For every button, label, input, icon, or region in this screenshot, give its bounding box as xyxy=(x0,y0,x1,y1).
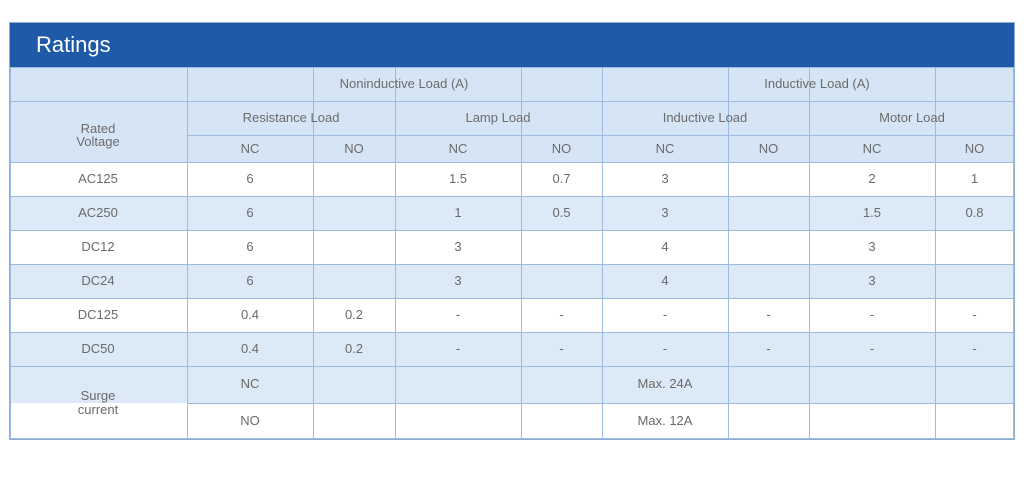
value-cell: 1.5 xyxy=(448,171,468,186)
value-cell: 1.5 xyxy=(862,205,882,220)
row-band xyxy=(10,332,1014,403)
header-band xyxy=(10,67,1014,162)
value-cell: 0.2 xyxy=(344,307,364,322)
surge-current-label: Surge xyxy=(80,388,116,403)
voltage-cell: AC250 xyxy=(78,205,118,220)
grid-vline xyxy=(313,67,314,439)
value-cell: 4 xyxy=(661,239,669,254)
grid-hline xyxy=(10,332,1014,333)
row-band xyxy=(10,264,1014,298)
value-cell: 3 xyxy=(454,273,462,288)
header-motor-load: Motor Load xyxy=(879,110,945,125)
value-cell: 0.7 xyxy=(552,171,571,186)
header-contact-no: NO xyxy=(344,141,364,156)
header-contact-nc: NC xyxy=(448,141,468,156)
surge-no-value: Max. 12A xyxy=(637,413,693,428)
voltage-cell: DC24 xyxy=(81,273,115,288)
grid-hline xyxy=(10,162,1014,163)
grid-hline xyxy=(10,264,1014,265)
row-band xyxy=(10,298,1014,332)
value-cell: 1 xyxy=(970,171,979,186)
grid-vline xyxy=(602,67,603,439)
value-cell: - xyxy=(662,307,668,322)
value-cell: 4 xyxy=(661,273,669,288)
value-cell: 6 xyxy=(246,205,254,220)
grid-vline xyxy=(187,67,188,439)
surge-no-label: NO xyxy=(240,413,260,428)
value-cell: 0.2 xyxy=(344,341,364,356)
value-cell: 2 xyxy=(868,171,876,186)
value-cell: - xyxy=(869,341,875,356)
value-cell: - xyxy=(559,341,564,356)
ratings-panel: Ratings Noninductive Load (A) Inductive L… xyxy=(9,22,1015,440)
value-cell: - xyxy=(766,341,771,356)
voltage-cell: DC125 xyxy=(77,307,119,322)
grid-vline xyxy=(395,67,396,439)
value-cell: 0.5 xyxy=(552,205,571,220)
surge-current-label: current xyxy=(77,402,119,417)
value-cell: 1 xyxy=(454,205,462,220)
value-cell: 6 xyxy=(246,273,254,288)
header-contact-no: NO xyxy=(964,141,985,156)
header-contact-nc: NC xyxy=(655,141,675,156)
row-band xyxy=(10,230,1014,264)
value-cell: - xyxy=(869,307,875,322)
panel-title: Ratings xyxy=(10,23,1014,67)
header-contact-no: NO xyxy=(551,141,572,156)
voltage-cell: AC125 xyxy=(78,171,118,186)
value-cell: 0.4 xyxy=(240,341,260,356)
grid-hline xyxy=(187,135,1014,136)
grid-hline xyxy=(10,298,1014,299)
header-inductive-load-sub: Inductive Load xyxy=(662,110,748,125)
value-cell: - xyxy=(455,341,461,356)
header-contact-no: NO xyxy=(758,141,779,156)
row-band xyxy=(10,403,1014,439)
grid-vline xyxy=(1013,67,1014,439)
surge-nc-label: NC xyxy=(240,376,260,391)
header-contact-nc: NC xyxy=(240,141,260,156)
header-rated-voltage: Voltage xyxy=(76,134,120,149)
value-cell: 0.8 xyxy=(965,205,984,220)
grid-vline xyxy=(728,67,729,439)
value-cell: 3 xyxy=(454,239,462,254)
value-cell: - xyxy=(766,307,771,322)
grid-vline xyxy=(10,67,11,439)
header-inductive-load: Inductive Load (A) xyxy=(764,76,870,91)
value-cell: - xyxy=(559,307,564,322)
value-cell: - xyxy=(455,307,461,322)
grid-hline xyxy=(10,67,1014,68)
header-contact-nc: NC xyxy=(862,141,882,156)
header-lamp-load: Lamp Load xyxy=(465,110,531,125)
grid-vline xyxy=(521,67,522,439)
value-cell: - xyxy=(972,307,977,322)
grid-hline xyxy=(10,366,1014,367)
grid-vline xyxy=(809,67,810,439)
value-cell: 6 xyxy=(246,171,254,186)
header-rated-voltage: Rated xyxy=(80,121,116,136)
value-cell: 6 xyxy=(246,239,254,254)
header-resistance-load: Resistance Load xyxy=(242,110,340,125)
grid-hline xyxy=(10,101,1014,102)
grid-hline xyxy=(10,438,1014,439)
value-cell: 3 xyxy=(868,273,876,288)
value-cell: 3 xyxy=(661,205,669,220)
value-cell: - xyxy=(972,341,977,356)
value-cell: 3 xyxy=(661,171,669,186)
voltage-cell: DC12 xyxy=(81,239,115,254)
voltage-cell: DC50 xyxy=(81,341,115,356)
grid-vline xyxy=(935,67,936,439)
grid-hline xyxy=(187,403,1014,404)
header-noninductive-load: Noninductive Load (A) xyxy=(339,76,469,91)
ratings-table: Noninductive Load (A) Inductive Load (A) R… xyxy=(10,67,1014,439)
value-cell: 0.4 xyxy=(240,307,260,322)
grid-hline xyxy=(10,196,1014,197)
row-band xyxy=(10,196,1014,230)
value-cell: 3 xyxy=(868,239,876,254)
row-band xyxy=(10,162,1014,196)
value-cell: - xyxy=(662,341,668,356)
grid-hline xyxy=(10,230,1014,231)
surge-nc-value: Max. 24A xyxy=(637,376,693,391)
